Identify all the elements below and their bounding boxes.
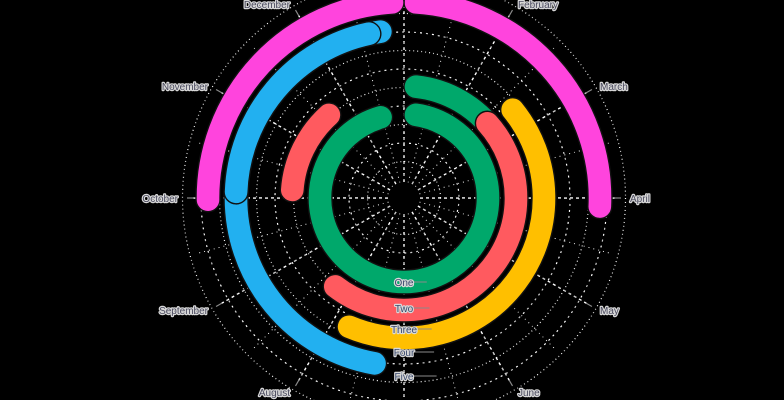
angular-tick-label: November [162,82,209,93]
angular-tick-label: February [518,0,558,11]
angular-tick-label: April [630,194,650,205]
bar-arc-four-left[interactable] [223,21,382,205]
bar-arc-five-left[interactable] [195,0,405,213]
angular-axis-labels: JanuaryFebruaryMarchAprilMayJuneJulyAugu… [141,0,651,400]
angular-tick-label: December [244,0,291,11]
bar-arc-two-left[interactable] [279,102,342,203]
angular-tick-october: October [141,193,194,206]
angular-tick-label: March [600,82,628,93]
radial-tick-label: One [395,278,414,289]
radial-tick-label: Four [394,348,415,359]
angular-tick-august: August [258,379,300,400]
radial-tick-three: Three [390,324,432,337]
radial-tick-four: Four [393,347,435,360]
radial-tick-one: One [393,277,427,290]
angular-tick-november: November [161,81,223,94]
bar-arc-one[interactable] [307,102,501,295]
angular-tick-june: June [508,379,541,400]
angular-tick-label: October [142,194,178,205]
radial-tick-five: Five [393,371,437,384]
bar-arc-three[interactable] [336,97,557,351]
angular-tick-december: December [243,0,300,17]
angular-tick-label: September [159,306,209,317]
radial-tick-label: Five [395,372,414,383]
angular-tick-label: May [600,306,619,317]
angular-tick-label: June [518,388,540,399]
bar-arc-two[interactable] [322,110,529,323]
angular-tick-march: March [585,81,629,94]
angular-tick-may: May [585,302,620,318]
angular-tick-february: February [508,0,559,17]
angular-tick-april: April [614,193,651,206]
bar-arc-five[interactable] [403,0,613,220]
angular-tick-september: September [158,302,223,318]
angular-tick-label: August [259,388,290,399]
bars-layer[interactable] [195,0,613,377]
radial-tick-label: Three [391,325,418,336]
radial-axis-labels: One Two Three Four Five [390,277,437,384]
radial-tick-label: Two [395,304,414,315]
radial-tick-two: Two [394,303,430,316]
